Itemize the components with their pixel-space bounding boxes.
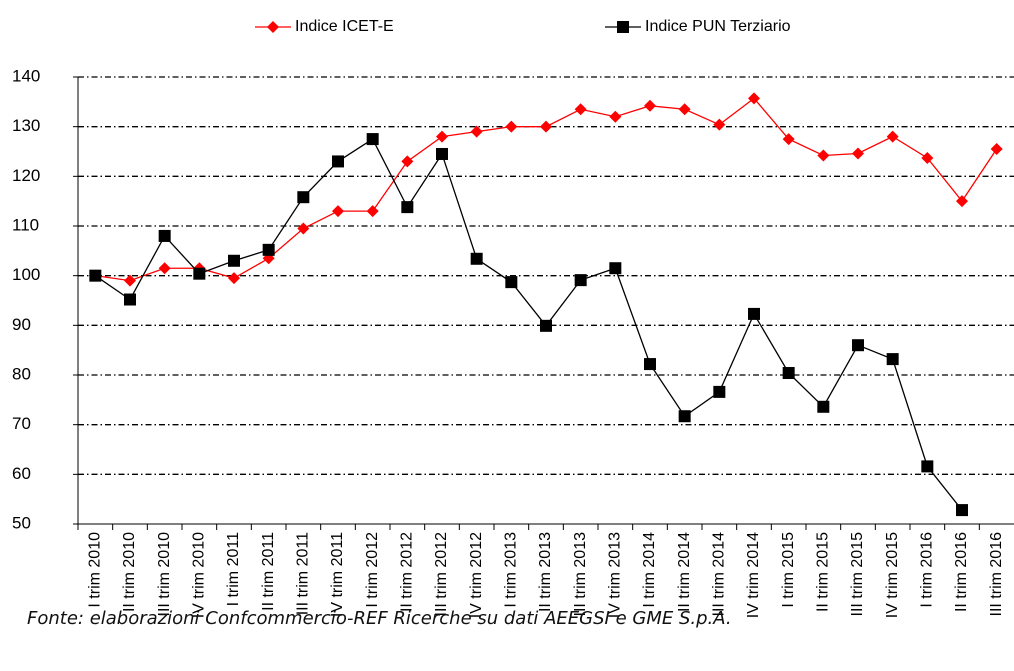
point bbox=[956, 195, 968, 208]
x-tick-label: IV trim 2010 bbox=[191, 532, 208, 618]
point bbox=[297, 222, 310, 235]
x-tick-label: II trim 2010 bbox=[121, 532, 138, 612]
point bbox=[748, 307, 760, 320]
source-note: Fonte: elaborazioni Confcommercio-REF Ri… bbox=[27, 608, 732, 629]
x-tick-label: I trim 2014 bbox=[641, 532, 658, 608]
x-tick-label: III trim 2013 bbox=[572, 532, 589, 617]
point bbox=[644, 99, 656, 112]
x-tick-label: IV trim 2013 bbox=[607, 532, 624, 618]
legend-label: Indice PUN Terziario bbox=[645, 18, 791, 35]
x-tick-label: II trim 2016 bbox=[953, 532, 970, 612]
point bbox=[609, 110, 622, 123]
x-tick-label: II trim 2015 bbox=[815, 532, 832, 612]
point bbox=[505, 276, 518, 289]
y-tick-label: 60 bbox=[12, 464, 31, 483]
x-tick-label: III trim 2011 bbox=[295, 532, 312, 615]
point bbox=[782, 133, 795, 146]
point bbox=[470, 252, 483, 265]
y-tick-label: 90 bbox=[12, 315, 31, 334]
point bbox=[748, 92, 760, 105]
x-tick-label: III trim 2010 bbox=[156, 532, 173, 617]
point bbox=[540, 319, 552, 332]
point bbox=[921, 460, 934, 473]
x-tick-label: I trim 2012 bbox=[364, 532, 381, 608]
point bbox=[782, 367, 795, 380]
point bbox=[436, 147, 448, 160]
y-tick-label: 110 bbox=[12, 215, 39, 234]
point bbox=[921, 151, 934, 164]
x-tick-label: II trim 2011 bbox=[260, 532, 277, 611]
point bbox=[158, 229, 171, 242]
point bbox=[574, 103, 587, 116]
point bbox=[852, 147, 864, 160]
point bbox=[990, 143, 1003, 156]
point bbox=[401, 201, 414, 214]
point bbox=[267, 21, 279, 33]
point bbox=[436, 130, 448, 143]
y-tick-label: 120 bbox=[12, 166, 40, 185]
point bbox=[852, 339, 864, 352]
series-line bbox=[94, 138, 963, 511]
point bbox=[886, 353, 899, 366]
point bbox=[366, 133, 379, 146]
legend-label: Indice ICET-E bbox=[295, 18, 394, 35]
point bbox=[89, 269, 102, 282]
point bbox=[713, 385, 726, 398]
y-tick-label: 140 bbox=[12, 66, 40, 85]
x-tick-label: III trim 2015 bbox=[849, 532, 866, 617]
point bbox=[817, 400, 830, 413]
point bbox=[678, 103, 691, 116]
point bbox=[228, 272, 240, 285]
point bbox=[678, 410, 691, 423]
x-tick-label: I trim 2011 bbox=[225, 532, 242, 607]
point bbox=[609, 262, 622, 275]
point bbox=[193, 267, 206, 280]
x-tick-label: I trim 2015 bbox=[780, 532, 797, 608]
x-tick-label: IV trim 2011 bbox=[329, 532, 346, 617]
point bbox=[617, 21, 629, 33]
point bbox=[401, 155, 414, 168]
point bbox=[158, 262, 171, 275]
point bbox=[886, 130, 899, 143]
point bbox=[124, 274, 136, 287]
point bbox=[956, 504, 968, 517]
point bbox=[644, 358, 656, 371]
point bbox=[332, 205, 344, 218]
point bbox=[262, 243, 275, 256]
x-tick-label: III trim 2016 bbox=[988, 532, 1005, 617]
x-tick-label: IV trim 2015 bbox=[884, 532, 901, 618]
x-tick-label: I trim 2016 bbox=[919, 532, 936, 608]
x-tick-label: IV trim 2012 bbox=[468, 532, 485, 618]
point bbox=[470, 125, 483, 138]
y-tick-label: 50 bbox=[12, 513, 31, 532]
y-tick-label: 70 bbox=[12, 414, 31, 433]
x-tick-label: II trim 2013 bbox=[537, 532, 554, 612]
x-tick-label: I trim 2013 bbox=[503, 532, 520, 608]
point bbox=[228, 254, 240, 267]
point bbox=[574, 274, 587, 287]
x-tick-label: II trim 2012 bbox=[399, 532, 416, 612]
x-tick-label: II trim 2014 bbox=[676, 532, 693, 612]
x-tick-label: III trim 2014 bbox=[711, 532, 728, 617]
point bbox=[540, 120, 552, 133]
y-tick-label: 80 bbox=[12, 364, 31, 383]
x-tick-label: I trim 2010 bbox=[87, 532, 104, 608]
y-tick-label: 130 bbox=[12, 116, 40, 135]
x-tick-label: III trim 2012 bbox=[433, 532, 450, 617]
x-tick-label: IV trim 2014 bbox=[745, 532, 762, 618]
y-tick-label: 100 bbox=[12, 265, 40, 284]
point bbox=[505, 120, 518, 133]
point bbox=[124, 293, 136, 306]
point bbox=[297, 191, 310, 204]
point bbox=[713, 118, 726, 131]
point bbox=[817, 149, 830, 162]
point bbox=[366, 205, 379, 218]
point bbox=[332, 155, 344, 168]
